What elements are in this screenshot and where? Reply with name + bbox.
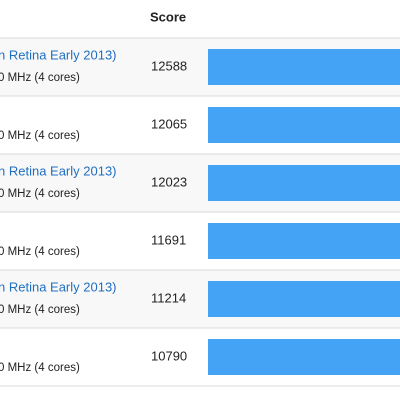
score-value: 10790 xyxy=(151,348,187,363)
score-bar xyxy=(208,107,400,143)
score-value: 11691 xyxy=(151,232,186,247)
device-detail: 0 MHz (4 cores) xyxy=(0,72,80,84)
score-bar xyxy=(208,281,400,317)
device-name[interactable]: n Retina Early 2013) xyxy=(0,163,117,178)
score-value: 12065 xyxy=(151,116,187,131)
score-value: 12023 xyxy=(151,174,187,189)
device-detail: 0 MHz (4 cores) xyxy=(0,188,80,200)
device-detail: 0 MHz (4 cores) xyxy=(0,130,80,142)
score-bar xyxy=(208,49,400,85)
score-bar xyxy=(208,223,400,259)
score-value: 11214 xyxy=(151,290,186,305)
device-name[interactable]: n Retina Early 2013) xyxy=(0,279,117,294)
device-detail: 0 MHz (4 cores) xyxy=(0,362,80,374)
column-header: Score xyxy=(150,9,186,24)
score-bar xyxy=(208,339,400,375)
device-detail: 0 MHz (4 cores) xyxy=(0,246,80,258)
device-name[interactable]: n Retina Early 2013) xyxy=(0,47,117,62)
score-bar xyxy=(208,165,400,201)
device-detail: 0 MHz (4 cores) xyxy=(0,304,80,316)
score-value: 12588 xyxy=(151,58,187,73)
